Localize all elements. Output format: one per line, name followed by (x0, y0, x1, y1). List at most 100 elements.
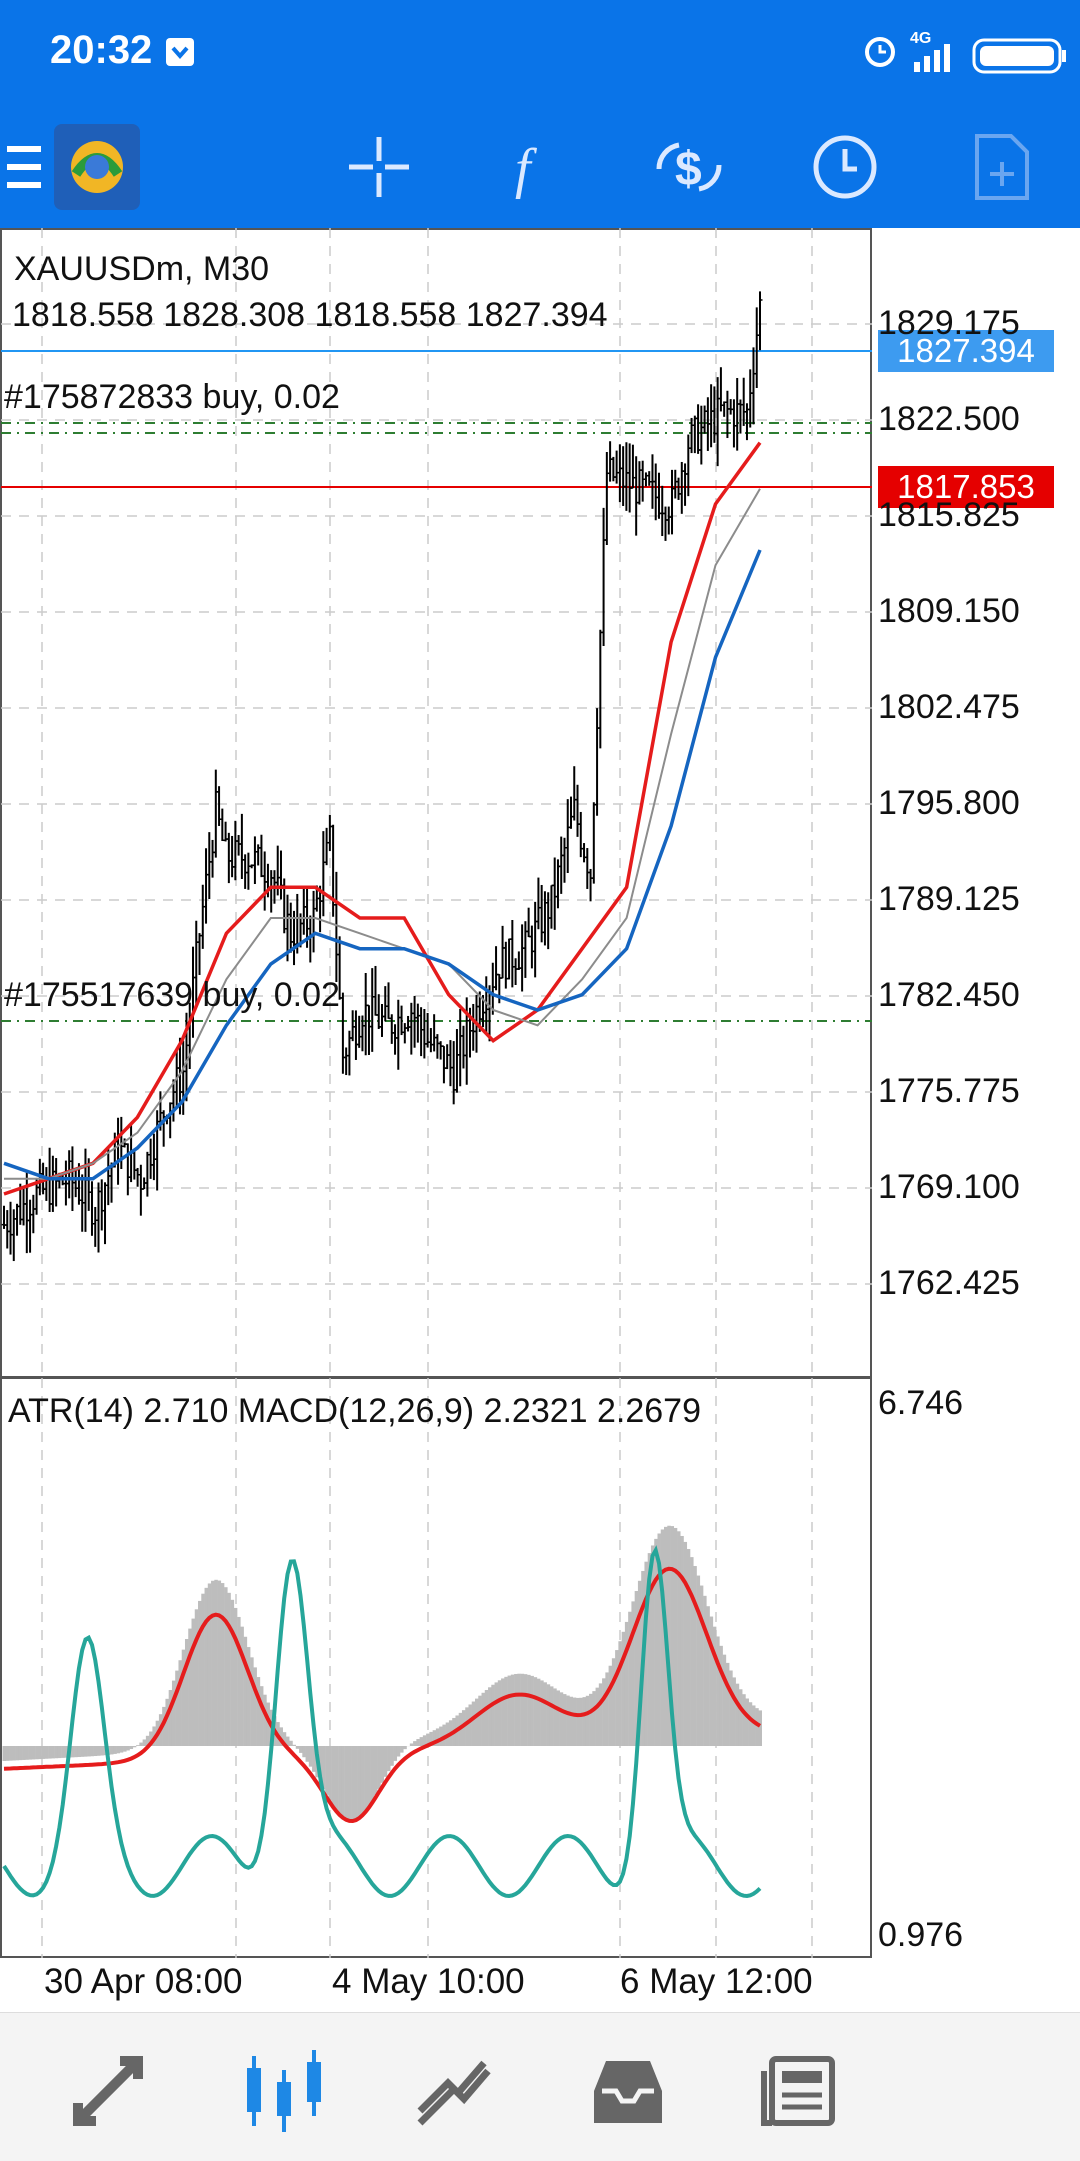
macd-histogram-bar (345, 1746, 349, 1821)
macd-histogram-bar (296, 1746, 300, 1749)
macd-histogram-bar (631, 1601, 635, 1746)
symbol-title: XAUUSDm, M30 (14, 250, 269, 289)
macd-histogram-bar (351, 1746, 355, 1822)
macd-histogram-bar (697, 1576, 701, 1746)
macd-histogram-bar (332, 1746, 336, 1806)
x-axis-label: 30 Apr 08:00 (44, 1962, 243, 2002)
macd-histogram-bar (367, 1746, 371, 1807)
macd-histogram-bar (81, 1746, 85, 1757)
macd-histogram-bar (716, 1636, 720, 1746)
macd-histogram-bar (570, 1697, 574, 1746)
macd-histogram-bar (234, 1608, 238, 1746)
macd-histogram-bar (341, 1746, 345, 1819)
bottom-navigation (0, 2012, 1080, 2161)
macd-histogram-bar (654, 1539, 658, 1746)
macd-histogram-bar (110, 1746, 114, 1754)
macd-histogram-bar (537, 1679, 541, 1746)
macd-histogram-bar (563, 1694, 567, 1746)
macd-histogram-bar (592, 1691, 596, 1746)
macd-histogram-bar (742, 1694, 746, 1746)
history-tab-icon[interactable] (580, 2043, 676, 2139)
y-axis-label: 1762.425 (878, 1264, 1020, 1303)
trade-tab-icon[interactable] (406, 2043, 502, 2139)
macd-histogram-bar (703, 1596, 707, 1746)
macd-histogram-bar (123, 1746, 127, 1752)
macd-histogram-bar (599, 1683, 603, 1746)
macd-histogram-bar (680, 1536, 684, 1746)
macd-histogram-bar (374, 1746, 378, 1795)
macd-histogram-bar (690, 1557, 694, 1746)
macd-histogram-bar (364, 1746, 368, 1812)
macd-histogram-bar (185, 1639, 189, 1746)
macd-histogram-bar (684, 1542, 688, 1746)
macd-histogram-bar (192, 1619, 196, 1746)
quotes-tab-icon[interactable] (60, 2043, 156, 2139)
macd-histogram-bar (247, 1647, 251, 1746)
macd-histogram-bar (755, 1708, 759, 1746)
y-axis-label: 1809.150 (878, 592, 1020, 631)
macd-histogram-bar (117, 1746, 121, 1753)
macd-histogram-bar (403, 1746, 407, 1749)
clock-icon[interactable] (800, 122, 890, 212)
macd-histogram-bar (97, 1746, 101, 1756)
macd-histogram-bar (605, 1672, 609, 1746)
macd-histogram-bar (612, 1658, 616, 1746)
macd-histogram-bar (38, 1746, 42, 1759)
macd-histogram-bar (227, 1593, 231, 1746)
macd-histogram-bar (48, 1746, 52, 1759)
indicator-canvas (0, 1378, 1080, 1958)
dollar-sync-icon[interactable]: $ (644, 122, 734, 212)
macd-histogram-bar (534, 1677, 538, 1746)
macd-histogram-bar (325, 1746, 329, 1795)
macd-histogram-bar (615, 1650, 619, 1746)
y-axis-label: 1782.450 (878, 976, 1020, 1015)
macd-histogram-bar (468, 1704, 472, 1746)
new-document-icon[interactable] (956, 122, 1046, 212)
macd-histogram-bar (87, 1746, 91, 1756)
battery-icon (972, 38, 1068, 74)
macd-histogram-bar (573, 1698, 577, 1746)
macd-histogram-bar (628, 1612, 632, 1746)
price-chart[interactable]: XAUUSDm, M30 1818.558 1828.308 1818.558 … (0, 228, 1080, 1378)
macd-histogram-bar (42, 1746, 46, 1759)
macd-histogram-bar (618, 1641, 622, 1746)
macd-histogram-bar (354, 1746, 358, 1821)
macd-histogram-bar (55, 1746, 59, 1758)
order-label-2: #175517639 buy, 0.02 (4, 976, 340, 1015)
macd-histogram-bar (25, 1746, 29, 1760)
function-icon[interactable]: f (488, 122, 578, 212)
macd-histogram-bar (90, 1746, 94, 1756)
macd-histogram-bar (687, 1549, 691, 1746)
news-tab-icon[interactable] (752, 2043, 848, 2139)
macd-histogram-bar (221, 1583, 225, 1746)
y-axis-label: 1769.100 (878, 1168, 1020, 1207)
macd-histogram-bar (6, 1746, 10, 1761)
macd-histogram-bar (488, 1687, 492, 1746)
macd-histogram-bar (475, 1699, 479, 1746)
macd-histogram-bar (439, 1727, 443, 1746)
macd-histogram-bar (35, 1746, 39, 1759)
macd-histogram-bar (553, 1688, 557, 1746)
macd-histogram-bar (514, 1674, 518, 1746)
metatrader-logo[interactable] (52, 122, 142, 212)
macd-histogram-bar (596, 1688, 600, 1746)
macd-histogram-bar (491, 1685, 495, 1746)
macd-histogram-bar (335, 1746, 339, 1811)
macd-histogram-bar (384, 1746, 388, 1777)
macd-histogram-bar (309, 1746, 313, 1767)
macd-histogram-bar (12, 1746, 16, 1760)
macd-histogram-bar (759, 1710, 763, 1746)
macd-histogram-bar (625, 1622, 629, 1746)
macd-histogram-bar (224, 1587, 228, 1746)
crosshair-icon[interactable] (334, 122, 424, 212)
macd-histogram-bar (182, 1650, 186, 1746)
macd-histogram-bar (579, 1698, 583, 1746)
macd-histogram-bar (130, 1746, 134, 1749)
macd-histogram-bar (504, 1677, 508, 1746)
macd-histogram-bar (302, 1746, 306, 1757)
macd-histogram-bar (348, 1746, 352, 1822)
indicator-chart[interactable]: ATR(14) 2.710 MACD(12,26,9) 2.2321 2.267… (0, 1378, 1080, 1958)
ohlc-values: 1818.558 1828.308 1818.558 1827.394 (12, 296, 608, 335)
chart-tab-icon[interactable] (236, 2043, 332, 2139)
y-axis-label: 1822.500 (878, 400, 1020, 439)
